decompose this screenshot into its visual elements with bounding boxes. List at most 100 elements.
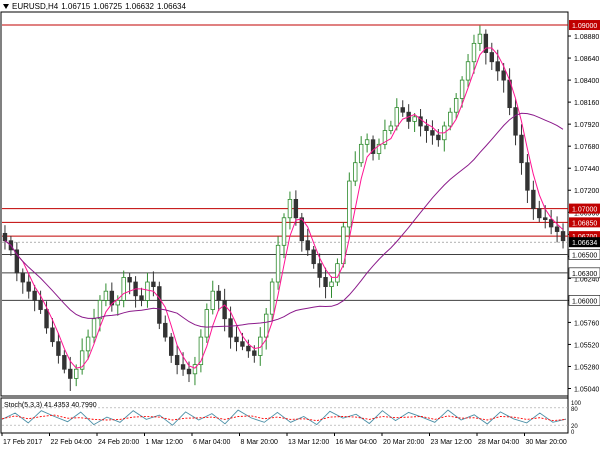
candle-body: [305, 240, 310, 251]
candle-body: [91, 318, 97, 338]
candle-body: [20, 272, 25, 283]
time-tick-label: 16 Mar 04:00: [336, 439, 377, 446]
candle-body: [192, 364, 198, 375]
candle-body: [109, 290, 115, 306]
time-tick-label: 13 Mar 12:00: [288, 439, 329, 446]
candle-body: [548, 219, 554, 228]
price-tick-label: 1.07200: [574, 188, 599, 195]
candle-body: [370, 139, 376, 154]
candle-body: [234, 336, 239, 343]
candle-body: [281, 217, 287, 246]
candle-body: [151, 281, 156, 288]
time-tick-label: 28 Mar 04:00: [478, 439, 519, 446]
candle-body: [293, 199, 299, 219]
candle-body: [97, 299, 103, 320]
candle-body: [139, 295, 144, 301]
price-tick-label: 1.08160: [574, 100, 599, 107]
time-tick-label: 22 Feb 04:00: [51, 439, 92, 446]
candle-body: [103, 290, 109, 301]
candle-body: [258, 336, 263, 356]
low-price: 1.06632: [125, 2, 154, 11]
candle-body: [240, 341, 245, 347]
stochastic-signal-line: [1, 414, 567, 422]
candle-body: [228, 318, 233, 338]
candle-body: [311, 249, 316, 265]
current-price-text: 1.06634: [572, 240, 597, 247]
stochastic-main-line: [1, 409, 567, 426]
candle-body: [329, 281, 334, 288]
time-tick-label: 20 Mar 20:00: [383, 439, 424, 446]
level-label-box: [569, 203, 600, 214]
candle-body: [489, 52, 494, 63]
price-tick-label: 1.07440: [574, 166, 599, 173]
price-tick-label: 1.08400: [574, 78, 599, 85]
price-tick-label: 1.05280: [574, 364, 599, 371]
price-tick-label: 1.08640: [574, 56, 599, 63]
level-label-box: [568, 249, 600, 260]
time-tick-label: 6 Mar 04:00: [193, 439, 230, 446]
candle-body: [471, 42, 477, 63]
candle-body: [364, 139, 370, 145]
candle-body: [501, 70, 506, 81]
candle-body: [531, 189, 536, 209]
candle-body: [477, 33, 483, 44]
candle-body: [519, 134, 524, 164]
level-label-box: [569, 231, 600, 242]
level-label-box: [568, 295, 600, 306]
level-label-text: 1.06000: [572, 298, 597, 305]
fast-moving-average: [4, 47, 564, 369]
candle-body: [163, 322, 168, 338]
candle-body: [459, 79, 465, 99]
price-level-labels: 1.090001.070001.068501.067001.065001.063…: [568, 20, 600, 306]
candle-body: [145, 281, 150, 301]
candle-body: [513, 107, 518, 136]
candle-body: [68, 368, 73, 379]
triangle-down-icon: [3, 4, 9, 10]
open-price: 1.06715: [61, 2, 91, 11]
time-axis: 17 Feb 2017 22 Feb 04:00 24 Feb 20:00 1 Mar…: [1, 433, 567, 446]
candle-body: [347, 180, 352, 228]
candle-body: [287, 199, 293, 219]
candle-body: [263, 313, 269, 338]
stochastic-label: Stoch(5,3,3) 41.4353 40.7990: [4, 402, 97, 409]
candle-body: [2, 232, 8, 242]
time-tick-label: 30 Mar 20:00: [526, 439, 567, 446]
candle-body: [26, 281, 31, 292]
candle-body: [252, 350, 257, 356]
level-label-box: [569, 217, 600, 228]
candle-body: [299, 217, 305, 242]
candle-body: [465, 61, 471, 81]
candle-body: [269, 281, 275, 315]
candle-body: [430, 130, 435, 136]
current-price-box: [569, 237, 600, 248]
time-tick-label: 8 Mar 20:00: [241, 439, 278, 446]
candle-body: [174, 355, 180, 366]
level-label-text: 1.06500: [572, 252, 597, 259]
candle-body: [198, 336, 204, 366]
time-tick-label: 23 Mar 12:00: [431, 439, 472, 446]
level-label-text: 1.06300: [572, 271, 597, 278]
stochastic-tick-label: 20: [571, 424, 578, 430]
candle-body: [382, 130, 388, 145]
time-tick-label: 1 Mar 12:00: [146, 439, 183, 446]
candle-body: [186, 368, 192, 375]
candle-body: [204, 309, 210, 338]
candle-body: [424, 125, 429, 131]
candle-body: [412, 116, 417, 122]
price-tick-label: 1.08880: [574, 34, 599, 41]
candle-body: [537, 208, 542, 219]
candle-body: [168, 336, 174, 356]
candle-body: [222, 299, 227, 320]
level-label-text: 1.09000: [572, 23, 597, 30]
candle-body: [275, 244, 281, 283]
candle-body: [38, 299, 43, 310]
stochastic-tick-label: 80: [571, 407, 578, 413]
time-tick-label: 17 Feb 2017: [3, 439, 42, 446]
price-tick-label: 1.06240: [574, 276, 599, 283]
symbol-timeframe: EURUSD,H4: [12, 2, 59, 11]
candle-body: [62, 355, 67, 370]
moving-average-lines: [4, 47, 564, 369]
candle-body: [50, 327, 55, 343]
